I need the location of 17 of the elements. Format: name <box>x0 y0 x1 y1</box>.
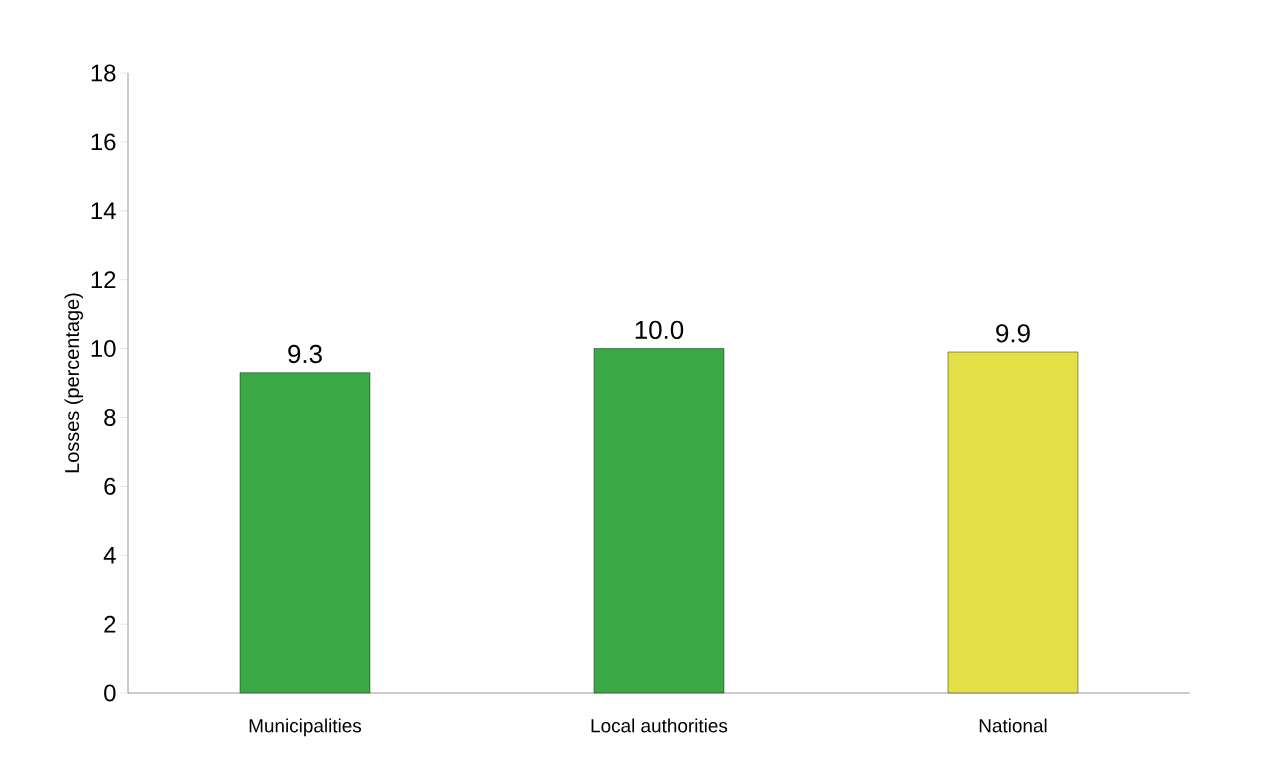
y-tick-label: 6 <box>104 477 116 495</box>
data-label: 9.9 <box>996 324 1030 343</box>
y-tick-label: 0 <box>104 684 116 702</box>
y-tick-label: 18 <box>91 64 116 82</box>
y-tick-label: 12 <box>91 271 116 289</box>
y-tick-label: 14 <box>91 202 116 219</box>
x-tick-label: National <box>979 718 1047 733</box>
data-label: 10.0 <box>635 320 684 340</box>
y-tick-label: 2 <box>104 615 116 633</box>
y-axis-title: Losses (percentage) <box>64 293 84 473</box>
y-tick-label: 10 <box>91 340 116 358</box>
data-label: 9.3 <box>288 344 322 364</box>
x-tick-label: Local authorities <box>591 718 728 733</box>
y-tick-label: 8 <box>104 408 116 426</box>
y-tick-label: 4 <box>103 546 116 564</box>
x-tick-label: Municipalities <box>249 718 362 737</box>
y-tick-label: 16 <box>91 133 116 151</box>
